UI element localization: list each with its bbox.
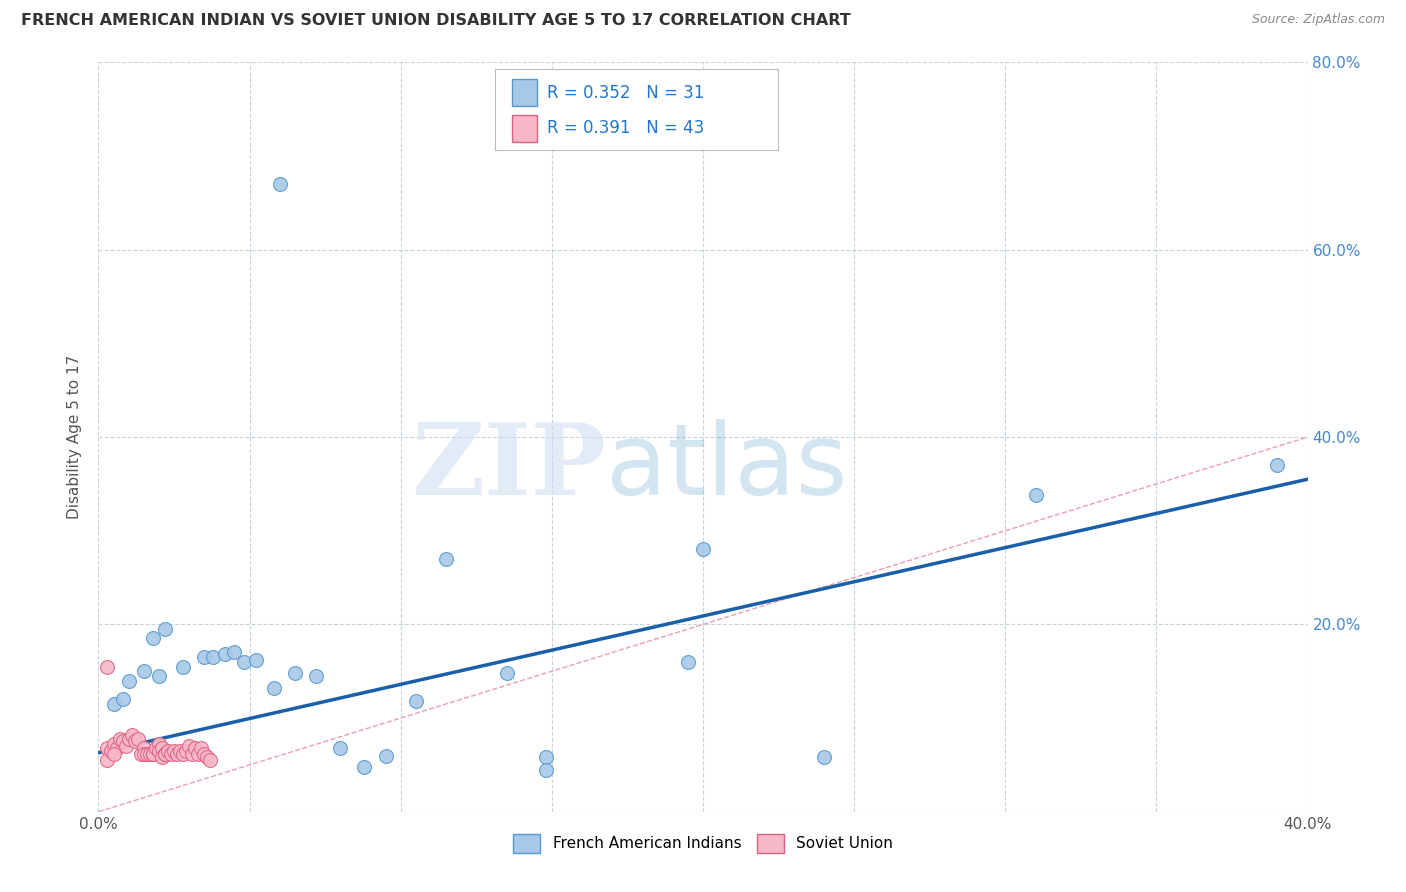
Point xyxy=(169,744,191,758)
Point xyxy=(200,753,222,767)
Point xyxy=(193,650,215,665)
Point xyxy=(195,750,218,764)
Point xyxy=(184,741,207,756)
Point xyxy=(1267,458,1289,473)
Point xyxy=(172,659,194,673)
Point xyxy=(142,747,165,761)
Point xyxy=(190,741,212,756)
Point xyxy=(142,632,165,646)
Point xyxy=(103,747,125,761)
Point xyxy=(329,741,352,756)
Point xyxy=(156,744,179,758)
Point xyxy=(118,731,141,746)
Point xyxy=(174,744,197,758)
Point xyxy=(153,747,176,761)
Text: R = 0.391   N = 43: R = 0.391 N = 43 xyxy=(547,120,704,137)
Point xyxy=(495,666,517,681)
Y-axis label: Disability Age 5 to 17: Disability Age 5 to 17 xyxy=(67,355,83,519)
Point xyxy=(132,664,155,679)
Point xyxy=(132,741,155,756)
Point xyxy=(148,744,170,758)
Point xyxy=(353,760,375,774)
Point xyxy=(187,747,209,761)
Text: atlas: atlas xyxy=(606,418,848,516)
Point xyxy=(150,750,173,764)
Point xyxy=(148,737,170,751)
Point xyxy=(111,734,134,748)
Point xyxy=(813,750,835,764)
Point xyxy=(692,542,714,557)
Point xyxy=(139,747,162,761)
Point xyxy=(132,747,155,761)
Point xyxy=(124,734,146,748)
Point xyxy=(193,747,215,761)
Point xyxy=(534,763,557,777)
Point xyxy=(232,655,254,669)
Point xyxy=(142,747,165,761)
Point xyxy=(135,747,157,761)
Point xyxy=(111,692,134,706)
Point xyxy=(127,731,149,746)
Text: ZIP: ZIP xyxy=(412,418,606,516)
Point xyxy=(202,650,225,665)
Point xyxy=(1024,488,1046,502)
Point xyxy=(153,622,176,636)
Point xyxy=(96,741,118,756)
Point xyxy=(160,747,183,761)
Point xyxy=(374,748,396,763)
Point xyxy=(129,747,152,761)
Point xyxy=(121,728,143,742)
Point xyxy=(181,747,204,761)
Point xyxy=(245,653,267,667)
Point xyxy=(96,753,118,767)
Legend: French American Indians, Soviet Union: French American Indians, Soviet Union xyxy=(505,826,901,860)
Point xyxy=(676,655,699,669)
Point xyxy=(434,551,457,566)
Point xyxy=(166,747,188,761)
Point xyxy=(224,646,246,660)
Point xyxy=(103,697,125,711)
Point xyxy=(269,177,291,191)
Point xyxy=(114,739,136,753)
Point xyxy=(148,669,170,683)
Point xyxy=(96,659,118,673)
Text: Source: ZipAtlas.com: Source: ZipAtlas.com xyxy=(1251,13,1385,27)
Text: FRENCH AMERICAN INDIAN VS SOVIET UNION DISABILITY AGE 5 TO 17 CORRELATION CHART: FRENCH AMERICAN INDIAN VS SOVIET UNION D… xyxy=(21,13,851,29)
Point xyxy=(105,741,128,756)
Point xyxy=(405,694,427,708)
Text: R = 0.352   N = 31: R = 0.352 N = 31 xyxy=(547,84,704,102)
Point xyxy=(103,737,125,751)
Point xyxy=(284,666,307,681)
Point xyxy=(163,744,186,758)
Point xyxy=(153,747,176,761)
Point xyxy=(214,648,236,662)
Point xyxy=(145,741,167,756)
Point xyxy=(305,669,328,683)
Point xyxy=(100,744,122,758)
Point xyxy=(150,741,173,756)
Point xyxy=(108,731,131,746)
Point xyxy=(263,681,285,695)
Point xyxy=(179,739,201,753)
Point xyxy=(172,747,194,761)
Point xyxy=(534,750,557,764)
Point xyxy=(118,673,141,688)
